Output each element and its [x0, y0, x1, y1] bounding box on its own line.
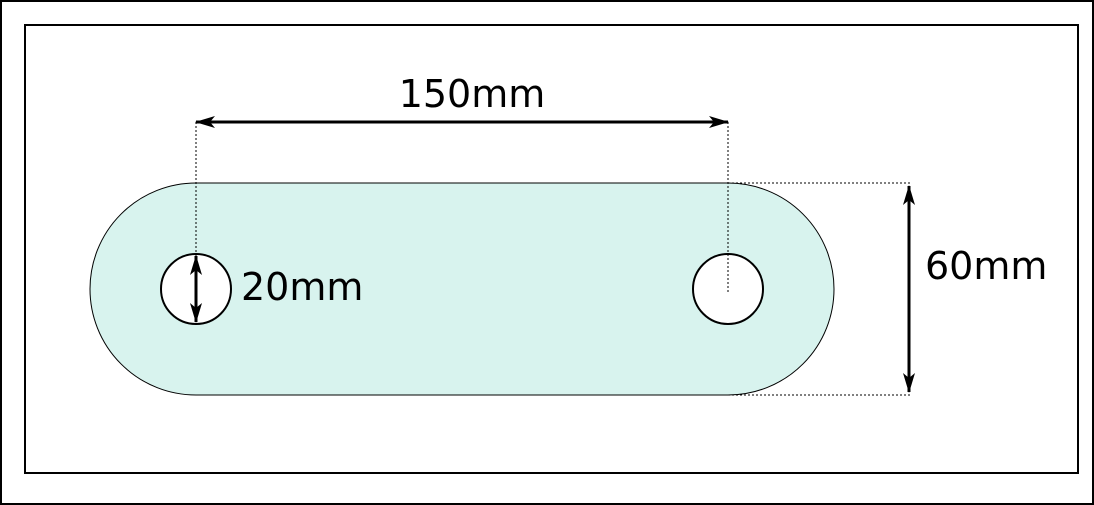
right-hole [692, 253, 764, 325]
hole-diameter-label: 20mm [241, 265, 363, 309]
center-distance-label: 150mm [399, 72, 546, 116]
plate-width-label: 60mm [925, 244, 1047, 288]
inner-frame [24, 24, 1079, 474]
